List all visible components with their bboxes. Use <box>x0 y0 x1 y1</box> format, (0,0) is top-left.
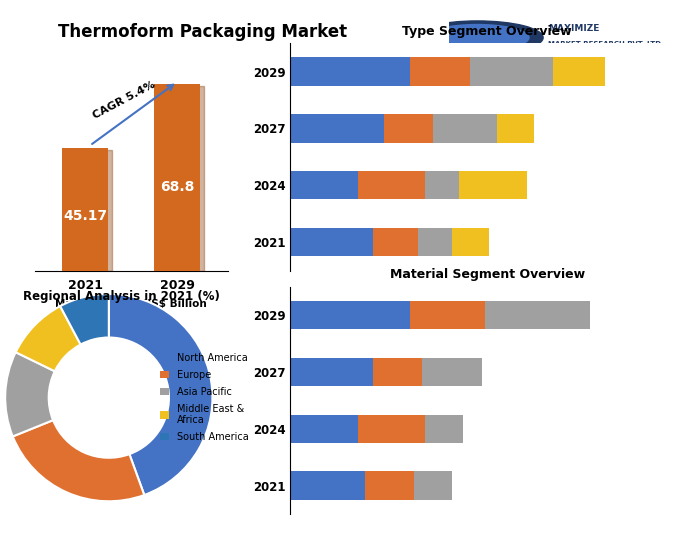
Wedge shape <box>108 294 212 495</box>
Text: 68.8: 68.8 <box>160 180 195 194</box>
Bar <box>372 358 422 386</box>
Bar <box>459 171 527 200</box>
Bar <box>290 471 366 500</box>
Text: 45.17: 45.17 <box>63 208 107 222</box>
Wedge shape <box>12 420 144 502</box>
Text: MARKET RESEARCH PVT. LTD.: MARKET RESEARCH PVT. LTD. <box>548 41 663 47</box>
Bar <box>410 301 485 329</box>
Bar <box>471 57 553 86</box>
Bar <box>485 301 590 329</box>
Bar <box>290 171 358 200</box>
Wedge shape <box>6 352 55 437</box>
Bar <box>290 57 410 86</box>
Bar <box>418 228 451 256</box>
Wedge shape <box>60 294 109 345</box>
Legend: North America, Europe, Asia Pacific, Middle East &
Africa, South America: North America, Europe, Asia Pacific, Mid… <box>155 349 253 446</box>
Bar <box>154 84 200 270</box>
Bar <box>66 150 112 270</box>
Bar <box>290 414 358 443</box>
X-axis label: Market Size in US$ Billion: Market Size in US$ Billion <box>55 299 207 309</box>
Bar <box>451 228 489 256</box>
Wedge shape <box>16 306 81 371</box>
Bar <box>366 471 414 500</box>
Bar <box>290 228 372 256</box>
Bar <box>158 85 204 270</box>
Bar <box>425 414 463 443</box>
Circle shape <box>426 24 529 51</box>
Circle shape <box>412 21 543 54</box>
Bar <box>358 171 425 200</box>
Text: CAGR 5.4%: CAGR 5.4% <box>91 80 157 121</box>
Bar <box>425 171 459 200</box>
Text: Thermoform Packaging Market: Thermoform Packaging Market <box>57 23 347 42</box>
Title: Material Segment Overview: Material Segment Overview <box>390 268 585 281</box>
Circle shape <box>49 338 169 458</box>
Bar <box>410 57 471 86</box>
Bar <box>422 358 482 386</box>
Text: MAXIMIZE: MAXIMIZE <box>548 24 599 33</box>
Text: Regional Analysis in 2021 (%): Regional Analysis in 2021 (%) <box>23 291 220 304</box>
Bar <box>433 114 497 143</box>
Bar <box>358 414 425 443</box>
Bar <box>553 57 605 86</box>
Bar <box>372 228 418 256</box>
Title: Type Segment Overview: Type Segment Overview <box>402 25 572 38</box>
Bar <box>290 114 384 143</box>
Bar <box>290 301 410 329</box>
Bar <box>414 471 451 500</box>
Bar <box>384 114 433 143</box>
Bar <box>497 114 534 143</box>
Bar <box>62 148 108 270</box>
Legend: Blister packaging, Clamshell packaging, Skin packaging, Others: Blister packaging, Clamshell packaging, … <box>295 299 528 329</box>
Bar <box>290 358 372 386</box>
